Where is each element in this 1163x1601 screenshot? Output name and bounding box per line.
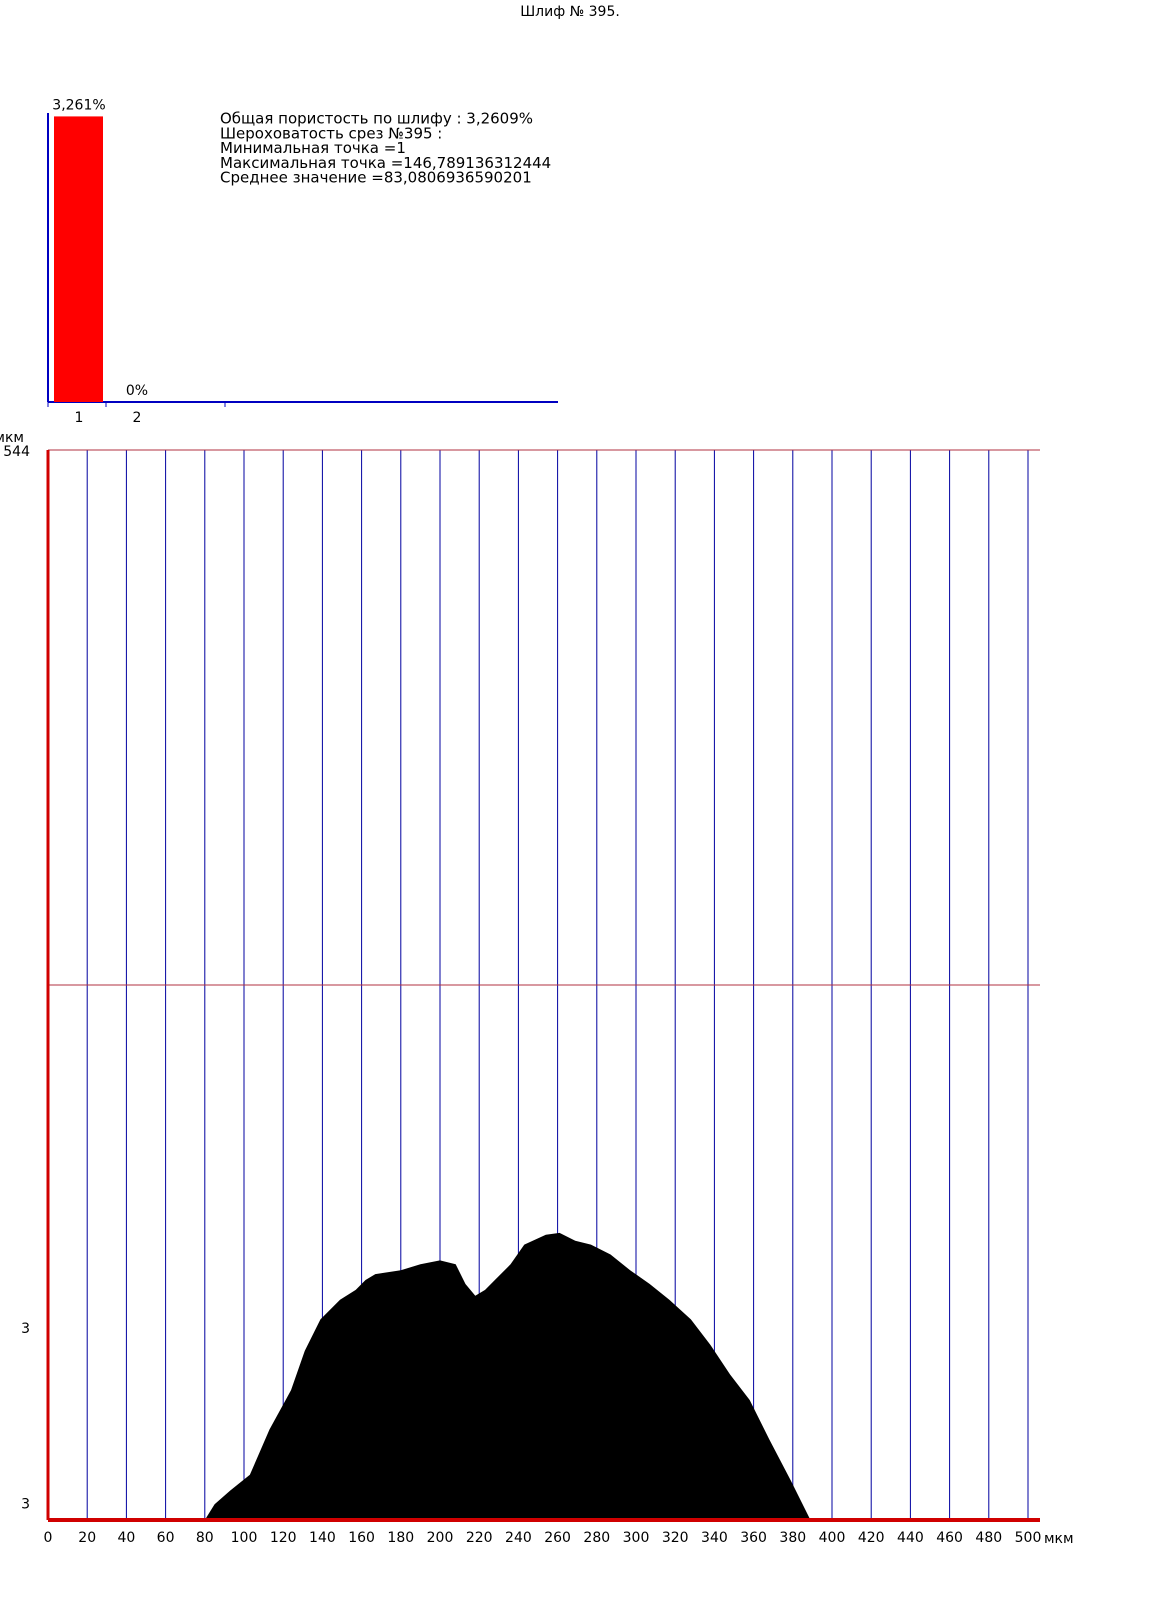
x-tick-label: 400 <box>819 1530 846 1546</box>
x-tick-label: 0 <box>44 1530 53 1546</box>
bar <box>54 116 103 402</box>
x-tick-label: 60 <box>157 1530 175 1546</box>
x-tick-label: 320 <box>662 1530 689 1546</box>
x-axis-label: мкм <box>1044 1531 1074 1547</box>
y-tick-label: 3 <box>21 1321 30 1337</box>
annotation: Среднее значение =83,0806936590201 <box>220 169 532 187</box>
y-axis-label: мкм <box>0 430 24 446</box>
x-tick-label: 500 <box>1015 1530 1042 1546</box>
x-tick-label: 220 <box>466 1530 493 1546</box>
annotation: Минимальная точка =1 <box>220 139 406 157</box>
y-tick-label: 544 <box>3 444 30 460</box>
profile-area <box>204 1232 811 1520</box>
x-tick-label: 380 <box>779 1530 806 1546</box>
x-tick-label: 340 <box>701 1530 728 1546</box>
x-tick-label: 20 <box>78 1530 96 1546</box>
value-label: 3,261% <box>52 97 105 113</box>
value-label: 0% <box>126 383 148 399</box>
x-tick-label: 180 <box>387 1530 414 1546</box>
x-tick-label: 200 <box>427 1530 454 1546</box>
annotation: Шероховатость срез №395 : <box>220 124 442 142</box>
x-tick-label: 240 <box>505 1530 532 1546</box>
x-tick-label: 460 <box>936 1530 963 1546</box>
title: Шлиф № 395. <box>520 4 620 20</box>
x-tick-label: 280 <box>583 1530 610 1546</box>
x-tick-label: 2 <box>133 410 142 426</box>
x-tick-label: 160 <box>348 1530 375 1546</box>
annotation: Общая пористость по шлифу : 3,2609% <box>220 110 533 128</box>
x-tick-label: 300 <box>623 1530 650 1546</box>
x-tick-label: 80 <box>196 1530 214 1546</box>
x-tick-label: 1 <box>75 410 84 426</box>
annotation: Максимальная точка =146,789136312444 <box>220 154 551 172</box>
x-tick-label: 140 <box>309 1530 336 1546</box>
x-tick-label: 440 <box>897 1530 924 1546</box>
x-tick-label: 480 <box>975 1530 1002 1546</box>
x-tick-label: 420 <box>858 1530 885 1546</box>
x-tick-label: 360 <box>740 1530 767 1546</box>
x-tick-label: 260 <box>544 1530 571 1546</box>
x-tick-label: 100 <box>231 1530 258 1546</box>
x-tick-label: 120 <box>270 1530 297 1546</box>
x-tick-label: 40 <box>117 1530 135 1546</box>
y-tick-label: 3 <box>21 1496 30 1512</box>
